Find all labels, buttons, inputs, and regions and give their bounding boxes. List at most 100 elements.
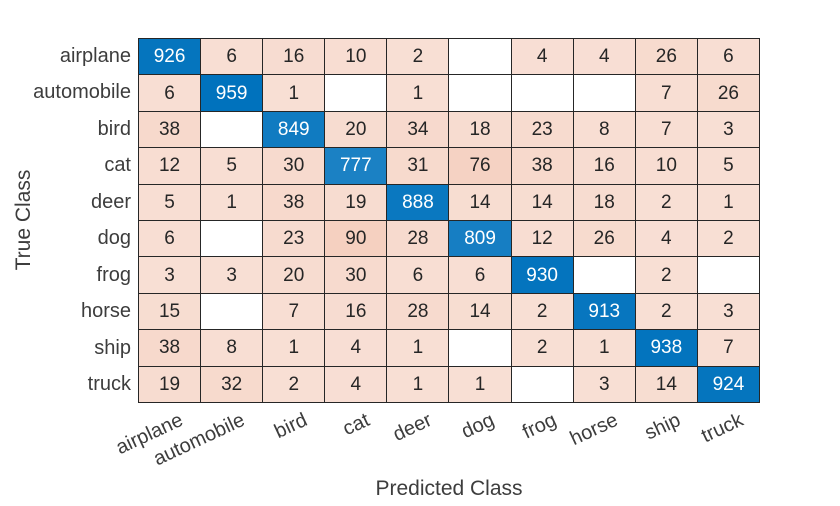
matrix-cell: 7 bbox=[635, 111, 697, 148]
matrix-cell bbox=[449, 75, 511, 111]
y-tick-label: frog bbox=[96, 263, 131, 286]
matrix-cell: 5 bbox=[139, 184, 201, 220]
matrix-cell: 15 bbox=[139, 293, 201, 330]
matrix-cell: 38 bbox=[263, 184, 325, 220]
matrix-cell bbox=[511, 75, 573, 111]
matrix-cell: 30 bbox=[263, 148, 325, 184]
matrix-cell-diagonal: 926 bbox=[139, 39, 201, 75]
matrix-cell: 14 bbox=[511, 184, 573, 220]
matrix-cell: 19 bbox=[139, 366, 201, 402]
matrix-cell: 12 bbox=[139, 148, 201, 184]
matrix-cell: 28 bbox=[387, 293, 449, 330]
matrix-cell: 14 bbox=[449, 184, 511, 220]
x-tick-label: truck bbox=[697, 409, 747, 448]
matrix-cell: 6 bbox=[387, 257, 449, 293]
matrix-cell bbox=[449, 39, 511, 75]
matrix-cell: 2 bbox=[635, 257, 697, 293]
matrix-cell-diagonal: 930 bbox=[511, 257, 573, 293]
matrix-cell: 2 bbox=[635, 184, 697, 220]
matrix-cell: 7 bbox=[697, 330, 759, 366]
matrix-cell: 23 bbox=[511, 111, 573, 148]
matrix-cell: 10 bbox=[325, 39, 387, 75]
matrix-cell: 2 bbox=[635, 293, 697, 330]
matrix-cell: 14 bbox=[635, 366, 697, 402]
y-tick-label: automobile bbox=[33, 81, 131, 104]
matrix-cell: 3 bbox=[697, 111, 759, 148]
matrix-cell bbox=[511, 366, 573, 402]
matrix-cell: 20 bbox=[263, 257, 325, 293]
matrix-cell: 4 bbox=[573, 39, 635, 75]
x-axis-title: Predicted Class bbox=[375, 477, 523, 500]
matrix-cell: 32 bbox=[201, 366, 263, 402]
matrix-cell: 10 bbox=[635, 148, 697, 184]
matrix-cell: 3 bbox=[573, 366, 635, 402]
matrix-cell-diagonal: 777 bbox=[325, 148, 387, 184]
matrix-cell: 2 bbox=[387, 39, 449, 75]
confusion-matrix-grid: 926 6 16 10 2 4 4 26 6 6 959 1 1 7 26 38 849 20 34 18 23 8 7 3 1… bbox=[138, 38, 760, 403]
matrix-cell: 26 bbox=[573, 221, 635, 257]
matrix-cell-diagonal: 809 bbox=[449, 221, 511, 257]
matrix-cell: 18 bbox=[449, 111, 511, 148]
matrix-cell bbox=[201, 111, 263, 148]
matrix-cell: 6 bbox=[139, 75, 201, 111]
x-tick-label: cat bbox=[339, 409, 374, 441]
matrix-cell: 1 bbox=[201, 184, 263, 220]
matrix-cell: 23 bbox=[263, 221, 325, 257]
matrix-cell: 38 bbox=[139, 111, 201, 148]
matrix-cell: 14 bbox=[449, 293, 511, 330]
x-tick-label: bird bbox=[271, 409, 311, 444]
matrix-cell-diagonal: 938 bbox=[635, 330, 697, 366]
matrix-cell bbox=[573, 75, 635, 111]
matrix-cell: 1 bbox=[449, 366, 511, 402]
matrix-cell-diagonal: 913 bbox=[573, 293, 635, 330]
matrix-cell: 18 bbox=[573, 184, 635, 220]
matrix-cell: 6 bbox=[697, 39, 759, 75]
x-tick-label: dog bbox=[457, 409, 498, 444]
matrix-cell: 1 bbox=[387, 330, 449, 366]
y-tick-label: ship bbox=[94, 336, 131, 359]
matrix-cell: 2 bbox=[511, 330, 573, 366]
matrix-cell: 20 bbox=[325, 111, 387, 148]
matrix-cell: 7 bbox=[263, 293, 325, 330]
x-tick-labels: airplane automobile bird cat deer dog frog hors… bbox=[113, 407, 760, 479]
matrix-cell: 38 bbox=[139, 330, 201, 366]
matrix-cell bbox=[573, 257, 635, 293]
y-tick-label: bird bbox=[97, 117, 131, 140]
x-tick-label: ship bbox=[641, 409, 685, 445]
matrix-cell: 6 bbox=[449, 257, 511, 293]
matrix-cell-diagonal: 959 bbox=[201, 75, 263, 111]
matrix-cell: 16 bbox=[325, 293, 387, 330]
matrix-cell-diagonal: 888 bbox=[387, 184, 449, 220]
y-tick-label: horse bbox=[80, 300, 131, 323]
matrix-cell: 4 bbox=[511, 39, 573, 75]
matrix-cell bbox=[697, 257, 759, 293]
matrix-cell: 1 bbox=[263, 330, 325, 366]
matrix-cell bbox=[201, 293, 263, 330]
matrix-cell: 30 bbox=[325, 257, 387, 293]
matrix-cell-diagonal: 849 bbox=[263, 111, 325, 148]
matrix-cell: 4 bbox=[635, 221, 697, 257]
matrix-cell: 4 bbox=[325, 366, 387, 402]
matrix-cell: 28 bbox=[387, 221, 449, 257]
matrix-cell: 7 bbox=[635, 75, 697, 111]
matrix-cell: 2 bbox=[697, 221, 759, 257]
matrix-cell: 1 bbox=[387, 366, 449, 402]
y-tick-label: airplane bbox=[59, 44, 131, 67]
matrix-cell: 12 bbox=[511, 221, 573, 257]
matrix-cell: 4 bbox=[325, 330, 387, 366]
matrix-cell: 16 bbox=[263, 39, 325, 75]
y-tick-label: truck bbox=[87, 373, 131, 396]
matrix-cell bbox=[201, 221, 263, 257]
y-tick-label: deer bbox=[90, 190, 131, 213]
matrix-cell: 16 bbox=[573, 148, 635, 184]
x-tick-label: frog bbox=[519, 409, 560, 444]
matrix-cell bbox=[325, 75, 387, 111]
matrix-cell: 26 bbox=[635, 39, 697, 75]
matrix-cell: 6 bbox=[139, 221, 201, 257]
matrix-cell bbox=[449, 330, 511, 366]
x-tick-label: horse bbox=[567, 409, 622, 451]
matrix-cell: 8 bbox=[573, 111, 635, 148]
matrix-cell: 5 bbox=[201, 148, 263, 184]
matrix-cell: 3 bbox=[201, 257, 263, 293]
